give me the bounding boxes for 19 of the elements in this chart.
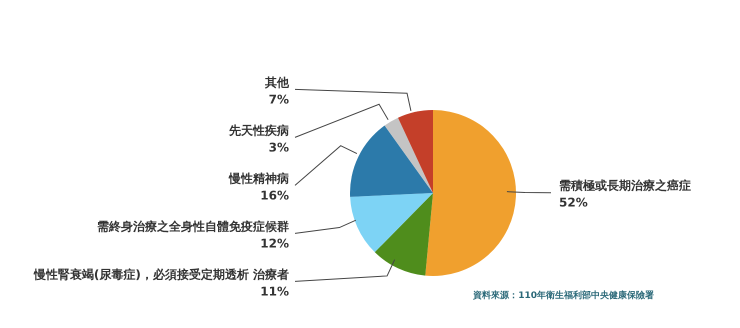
pie-slice [384,118,433,193]
data-label: 16% [260,188,289,202]
data-label: 52% [559,196,588,210]
pie-slice [350,193,433,252]
data-label: 11% [260,284,289,298]
slice-label: 慢性精神病 [228,171,289,186]
data-label: 3% [268,140,289,154]
data-label: 12% [260,236,289,250]
pie-slice [374,193,433,276]
source-note: 資料來源：110年衛生福利部中央健康保險署 [472,290,654,301]
slice-label: 其他 [264,75,290,90]
slice-label: 需終身治療之全身性自體免疫症候群 [97,219,289,234]
pie-slice [425,110,516,276]
slice-label: 慢性腎衰竭(尿毒症)，必須接受定期透析 治療者 [32,267,289,282]
data-label: 7% [268,92,289,106]
pie-slice [398,110,433,193]
pie-slice [350,126,433,197]
slice-label: 先天性疾病 [228,123,289,138]
slice-label: 需積極或長期治療之癌症 [559,178,691,193]
